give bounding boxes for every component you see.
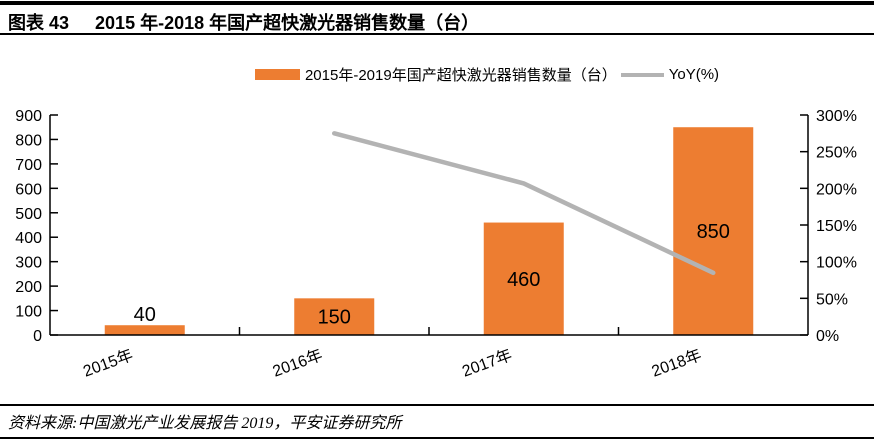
right-axis-tick-label: 200% (816, 181, 857, 198)
left-axis-tick-label: 800 (15, 132, 42, 149)
bar (483, 222, 564, 335)
bar (673, 127, 754, 335)
legend-bar-label: 2015年-2019年国产超快激光器销售数量（台） (304, 67, 617, 84)
bar (104, 325, 185, 335)
x-axis-label: 2015年 (81, 346, 136, 381)
source-text: 资料来源:中国激光产业发展报告 2019，平安证券研究所 (8, 415, 402, 432)
figure-title: 2015 年-2018 年国产超快激光器销售数量（台） (95, 13, 480, 33)
left-axis-tick-label: 700 (15, 157, 42, 174)
left-axis-tick-label: 200 (15, 279, 42, 296)
figure-header: 图表 43 2015 年-2018 年国产超快激光器销售数量（台） (8, 9, 866, 35)
left-axis-tick-label: 300 (15, 255, 42, 272)
x-axis-label: 2017年 (460, 346, 515, 381)
legend-item-bar: 2015年-2019年国产超快激光器销售数量（台） (254, 64, 617, 85)
right-axis-tick-label: 250% (816, 145, 857, 162)
right-axis-tick-label: 300% (816, 108, 857, 125)
bar-value-label: 460 (507, 269, 540, 291)
left-axis-tick-label: 100 (15, 304, 42, 321)
bar-series-swatch-icon (254, 69, 300, 80)
right-axis-tick-label: 50% (816, 291, 848, 308)
yoy-line (332, 131, 716, 276)
chart-canvas: 40 150 460 850 0 100 200 300 400 500 600 700 800 900 0… (15, 108, 857, 381)
header-rule (0, 33, 874, 35)
bar (294, 298, 375, 335)
top-rule (0, 1, 874, 5)
line-series-swatch-icon (620, 72, 664, 77)
x-axis-label: 2018年 (649, 346, 704, 381)
right-axis-tick-label: 100% (816, 255, 857, 272)
bar-value-label: 40 (134, 304, 156, 326)
right-axis-tick-label: 0% (816, 328, 839, 345)
bar-value-label: 850 (697, 221, 730, 243)
left-axis-tick-label: 900 (15, 108, 42, 125)
bar-value-label: 150 (318, 307, 351, 329)
right-axis-tick-label: 150% (816, 218, 857, 235)
source-note: 资料来源:中国激光产业发展报告 2019，平安证券研究所 (0, 404, 874, 439)
chart-legend: 2015年-2019年国产超快激光器销售数量（台） YoY(%) (50, 64, 874, 85)
x-axis-label: 2016年 (270, 346, 325, 381)
left-axis-tick-label: 0 (33, 328, 42, 345)
left-axis-tick-label: 500 (15, 206, 42, 223)
left-axis-tick-label: 400 (15, 230, 42, 247)
legend-line-label: YoY(%) (668, 66, 720, 83)
legend-item-line: YoY(%) (617, 66, 719, 83)
left-axis-tick-label: 600 (15, 181, 42, 198)
figure-label: 图表 43 (8, 13, 70, 33)
